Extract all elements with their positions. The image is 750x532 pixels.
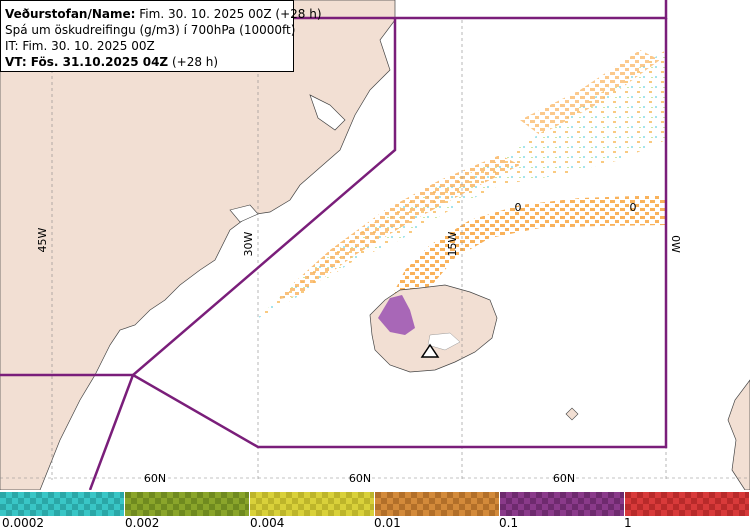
legend-label-4: 0.01 (374, 516, 401, 530)
info-vt-value: (+28 h) (171, 55, 219, 69)
lat-label-1: 60N (144, 472, 166, 485)
legend-swatch-4 (375, 492, 500, 516)
info-line-4: VT: Fös. 31.10.2025 04Z (+28 h) (5, 54, 289, 70)
legend-label-3: 0.004 (250, 516, 285, 530)
legend-bar (0, 492, 750, 516)
info-name-label: Veðurstofan/Name: (5, 7, 136, 21)
lat-label-2: 60N (349, 472, 371, 485)
contour-label-1: 0 (515, 201, 522, 214)
ash-high-patch (378, 295, 415, 335)
legend-label-1: 0.0002 (2, 516, 44, 530)
forecast-info-box: Veðurstofan/Name: Fim. 30. 10. 2025 00Z … (0, 0, 322, 72)
info-line-1: Veðurstofan/Name: Fim. 30. 10. 2025 00Z … (5, 6, 322, 22)
ash-main-plume (390, 195, 666, 305)
info-line-3: IT: Fim. 30. 10. 2025 00Z (5, 39, 155, 53)
info-vt-label: VT: Fös. 31.10.2025 04Z (5, 55, 169, 69)
contour-label-2: 0 (630, 201, 637, 214)
info-line-2: Spá um öskudreifingu (g/m3) í 700hPa (10… (5, 23, 296, 37)
ash-map: 45W 30W 15W 0W 60N 60N 60N 0 0 Veðurstof… (0, 0, 750, 491)
legend-swatch-2 (125, 492, 250, 516)
info-name-value: Fim. 30. 10. 2025 00Z (+28 h) (139, 7, 322, 21)
legend-swatch-6 (625, 492, 750, 516)
lon-label-15w: 15W (446, 231, 459, 256)
lon-label-45w: 45W (36, 227, 49, 252)
lat-label-3: 60N (553, 472, 575, 485)
legend-label-2: 0.002 (125, 516, 160, 530)
volcano-triangle-icon (420, 343, 440, 358)
legend-label-5: 0.1 (499, 516, 519, 530)
legend-swatch-3 (250, 492, 375, 516)
legend-swatch-1 (0, 492, 125, 516)
lon-label-30w: 30W (242, 231, 255, 256)
lon-label-0w: 0W (669, 235, 682, 253)
scandinavia-land (727, 379, 750, 491)
legend-swatch-5 (500, 492, 625, 516)
map-canvas: 45W 30W 15W 0W 60N 60N 60N 0 0 (0, 0, 750, 491)
greenland-land (0, 0, 396, 491)
legend-label-6: 1 (624, 516, 632, 530)
fir-boundary (0, 0, 668, 491)
concentration-legend: 0.0002 0.002 0.004 0.01 0.1 1 (0, 490, 750, 532)
